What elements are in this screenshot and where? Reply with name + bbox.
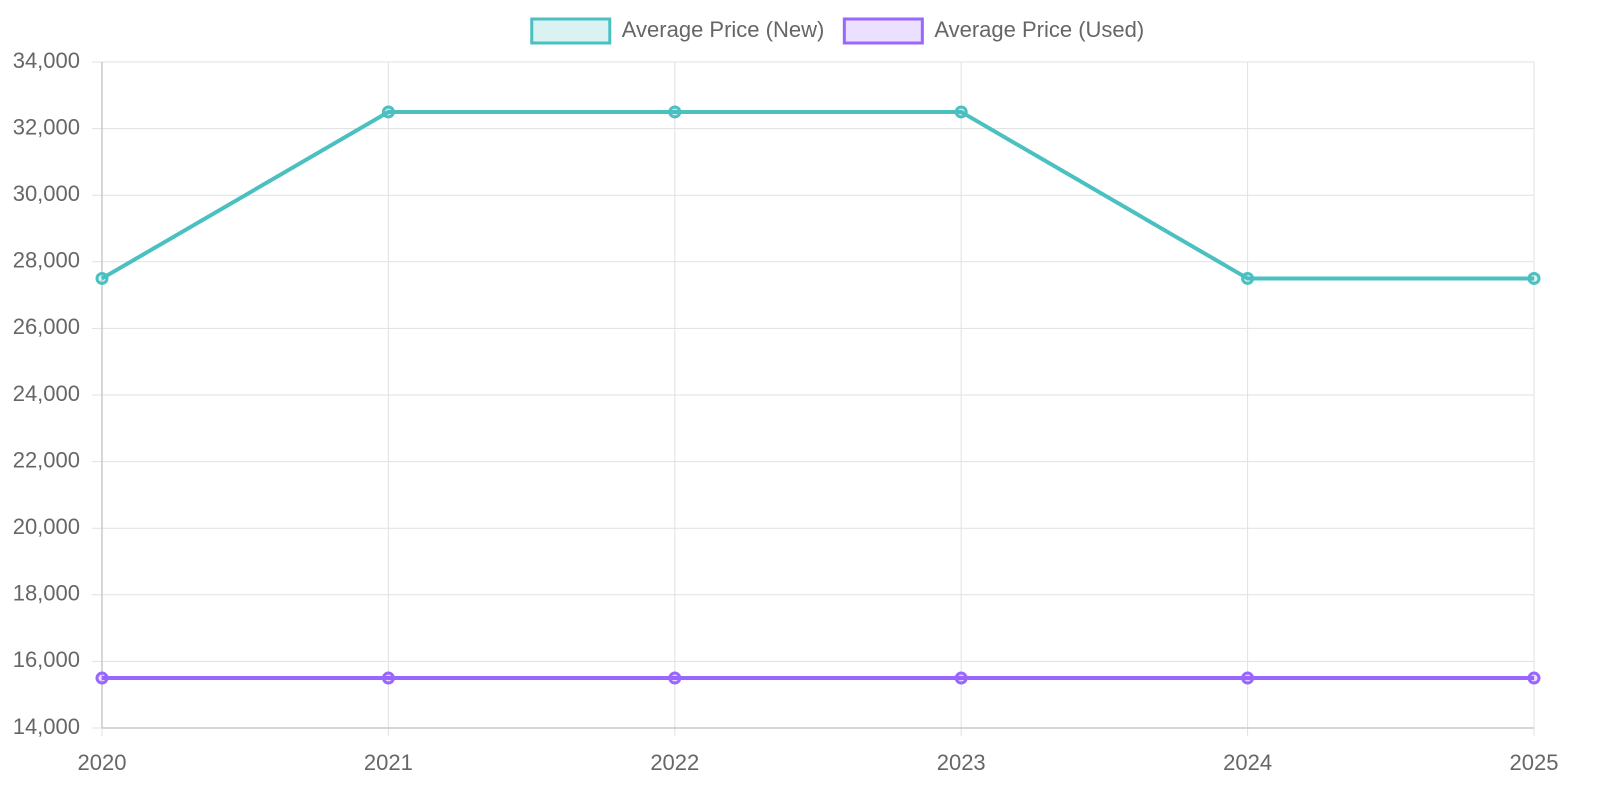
y-tick-label: 24,000 xyxy=(13,381,80,406)
legend-label: Average Price (New) xyxy=(622,17,825,42)
y-tick-label: 22,000 xyxy=(13,447,80,472)
legend-label: Average Price (Used) xyxy=(934,17,1144,42)
data-point xyxy=(95,271,109,285)
y-tick-label: 18,000 xyxy=(13,581,80,606)
legend-swatch xyxy=(530,17,612,45)
data-point xyxy=(668,671,682,685)
y-tick-label: 32,000 xyxy=(13,114,80,139)
data-point xyxy=(1241,271,1255,285)
y-tick-label: 34,000 xyxy=(13,48,80,73)
data-point xyxy=(381,105,395,119)
x-tick-label: 2020 xyxy=(78,750,127,775)
series-line xyxy=(100,109,1534,281)
x-tick-label: 2024 xyxy=(1223,750,1272,775)
legend: Average Price (New) Average Price (Used) xyxy=(530,17,1144,45)
y-tick-label: 26,000 xyxy=(13,314,80,339)
data-point xyxy=(954,105,968,119)
legend-swatch xyxy=(842,17,924,45)
data-point xyxy=(954,671,968,685)
data-point xyxy=(381,671,395,685)
y-tick-label: 14,000 xyxy=(13,714,80,739)
data-point xyxy=(1527,271,1541,285)
x-tick-label: 2023 xyxy=(937,750,986,775)
y-tick-label: 20,000 xyxy=(13,514,80,539)
x-tick-label: 2022 xyxy=(650,750,699,775)
x-tick-label: 2021 xyxy=(364,750,413,775)
x-tick-label: 2025 xyxy=(1510,750,1559,775)
y-tick-label: 16,000 xyxy=(13,647,80,672)
data-point xyxy=(1241,671,1255,685)
data-point xyxy=(95,671,109,685)
data-point xyxy=(668,105,682,119)
y-tick-label: 28,000 xyxy=(13,248,80,273)
data-point xyxy=(1527,671,1541,685)
y-tick-label: 30,000 xyxy=(13,181,80,206)
